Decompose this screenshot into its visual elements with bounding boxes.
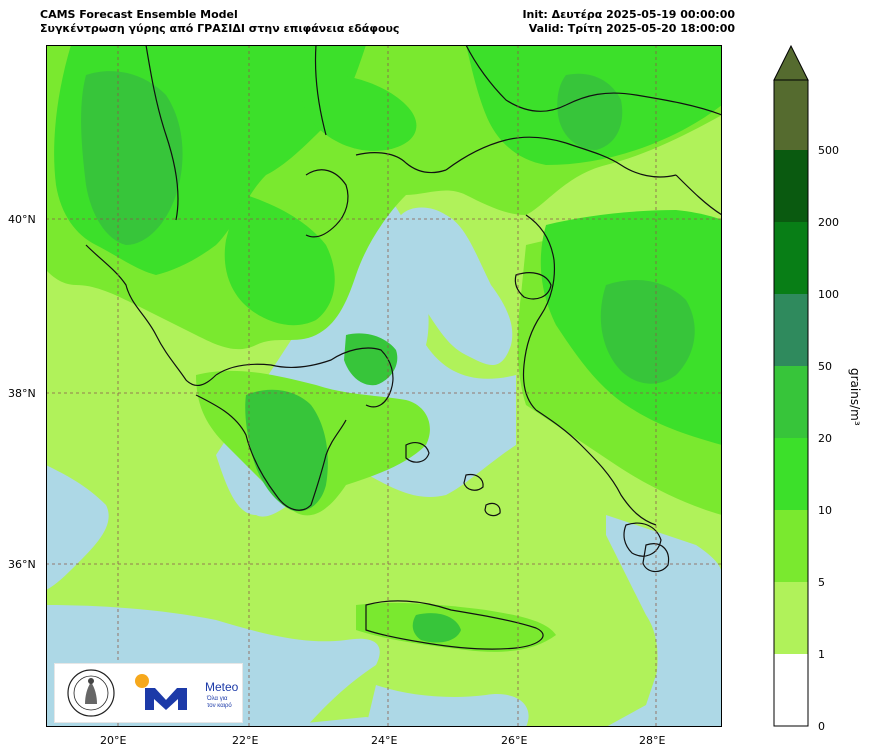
colorbar-tick-20: 20 — [818, 432, 832, 445]
colorbar-band-10 — [774, 510, 808, 582]
colorbar-extend-arrow — [773, 44, 809, 81]
meteo-logo-icon — [135, 674, 187, 710]
model-title: CAMS Forecast Ensemble Model — [40, 8, 238, 21]
university-seal-icon — [67, 669, 115, 717]
field-20-50-albania — [81, 71, 183, 245]
colorbar-tick-1: 1 — [818, 648, 825, 661]
colorbar-tick-50: 50 — [818, 360, 832, 373]
map-frame — [46, 45, 722, 727]
init-time: Init: Δευτέρα 2025-05-19 00:00:00 — [522, 8, 735, 21]
pollen-map — [46, 45, 722, 727]
colorbar-unit-label: grains/m³ — [848, 368, 862, 426]
colorbar-tick-5: 5 — [818, 576, 825, 589]
colorbar-band-50 — [774, 366, 808, 438]
sea-aegean-central — [426, 355, 491, 427]
coastlines — [85, 45, 722, 650]
colorbar-band-1 — [774, 654, 808, 726]
field-10-20-central-greece — [224, 195, 335, 326]
colorbar-tick-10: 10 — [818, 504, 832, 517]
sea-crete-south — [366, 685, 529, 727]
field-20-50-attica — [344, 333, 398, 386]
field-20-50-turkey — [600, 280, 695, 384]
colorbar-band-100 — [774, 294, 808, 366]
lon-label-26e: 26°E — [501, 734, 528, 747]
lat-label-38n: 38°N — [8, 387, 36, 400]
colorbar-band-extend — [774, 80, 808, 150]
colorbar-frame — [773, 79, 809, 727]
lat-label-40n: 40°N — [8, 213, 36, 226]
map-area[interactable] — [46, 45, 722, 727]
field-20-50-crete — [412, 613, 461, 643]
lon-label-22e: 22°E — [232, 734, 259, 747]
variable-title: Συγκέντρωση γύρης από ΓΡΑΣΙΔΙ στην επιφά… — [40, 22, 400, 35]
meteo-name: Meteo — [205, 680, 239, 694]
valid-time: Valid: Τρίτη 2025-05-20 18:00:00 — [528, 22, 735, 35]
colorbar-tick-500: 500 — [818, 144, 839, 157]
colorbar-tick-100: 100 — [818, 288, 839, 301]
colorbar-tick-200: 200 — [818, 216, 839, 229]
colorbar-tick-0: 0 — [818, 720, 825, 733]
colorbar-band-5 — [774, 582, 808, 654]
colorbar-band-200 — [774, 222, 808, 294]
sea-west — [46, 465, 109, 590]
sea-aegean-north — [396, 207, 513, 365]
lon-label-28e: 28°E — [639, 734, 666, 747]
map-title: CAMS Forecast Ensemble Model Συγκέντρωση… — [40, 8, 399, 36]
colorbar-band-500 — [774, 150, 808, 222]
graticule — [46, 45, 722, 727]
lat-label-36n: 36°N — [8, 558, 36, 571]
forecast-times: Init: Δευτέρα 2025-05-19 00:00:00 Valid:… — [522, 8, 735, 36]
lon-label-20e: 20°E — [100, 734, 127, 747]
colorbar — [773, 44, 809, 727]
sea-south-east — [606, 515, 722, 727]
colorbar-band-20 — [774, 438, 808, 510]
meteo-tagline: Όλα για τον καιρό — [207, 696, 232, 709]
lon-label-24e: 24°E — [371, 734, 398, 747]
logo-panel: Meteo Όλα για τον καιρό — [54, 663, 243, 723]
